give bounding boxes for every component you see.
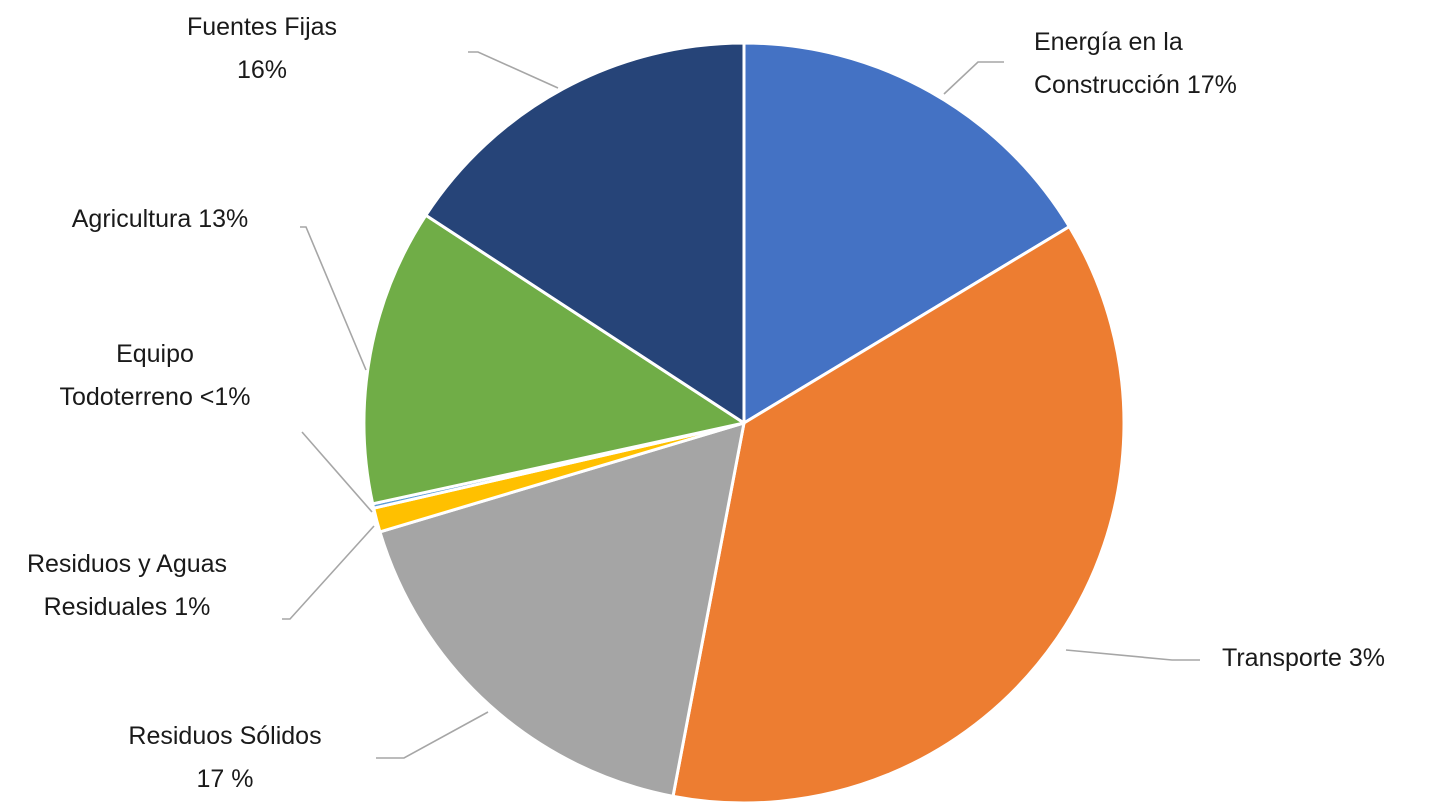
data-label-line: Todoterreno <1% (59, 383, 250, 411)
data-label-line: Energía en la (1034, 28, 1183, 56)
data-label-line: Equipo (116, 340, 194, 368)
pie-slices (362, 41, 1126, 802)
data-labels: Energía en la Construcción 17% Transporte … (27, 13, 1385, 793)
data-label-line: Residuos Sólidos (128, 722, 321, 750)
data-label-1: Energía en la Construcción 17% (1034, 28, 1237, 99)
data-label-line: Transporte 3% (1222, 644, 1385, 672)
leader-line-3 (376, 711, 489, 759)
leader-line-7 (468, 51, 559, 89)
pie-slice-3 (378, 421, 746, 798)
data-label-7: Fuentes Fijas 16% (187, 13, 337, 84)
data-label-6: Agricultura 13% (72, 205, 248, 233)
leader-line-6 (300, 226, 367, 371)
data-label-line: Residuales 1% (44, 593, 211, 621)
leader-lines (282, 51, 1200, 759)
pie-slice-1 (742, 41, 1071, 425)
pie-slice-6 (362, 213, 746, 506)
data-label-line: Agricultura 13% (72, 205, 248, 233)
data-label-4: Residuos y Aguas Residuales 1% (27, 550, 227, 621)
data-label-2: Transporte 3% (1222, 644, 1385, 672)
data-label-3: Residuos Sólidos 17 % (128, 722, 321, 793)
leader-line-2 (1065, 649, 1200, 661)
pie-slice-7 (424, 41, 746, 425)
data-label-line: Residuos y Aguas (27, 550, 227, 578)
data-label-line: Fuentes Fijas (187, 13, 337, 41)
leader-line-4 (282, 525, 375, 620)
leader-line-1 (943, 61, 1004, 95)
leader-line-5 (301, 431, 373, 513)
data-label-line: 16% (237, 56, 287, 84)
data-label-line: Construcción 17% (1034, 71, 1237, 99)
data-label-line: 17 % (197, 765, 254, 793)
data-label-5: Equipo Todoterreno <1% (59, 340, 250, 411)
pie-slice-2 (671, 225, 1126, 802)
